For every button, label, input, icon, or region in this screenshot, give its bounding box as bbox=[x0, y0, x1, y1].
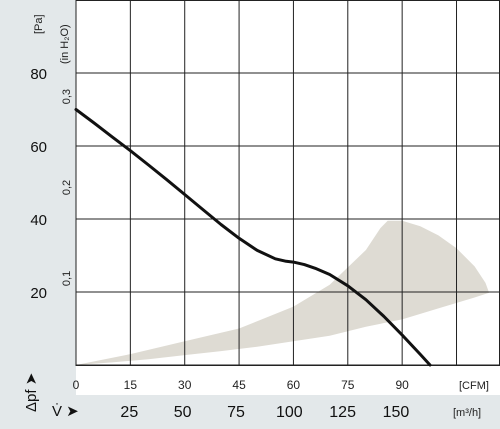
y-tick-label: 20 bbox=[30, 285, 47, 302]
x-tick-label: 45 bbox=[232, 378, 246, 392]
curve-layer bbox=[74, 108, 432, 367]
x-tick-label: 0 bbox=[73, 378, 80, 392]
performance-curve bbox=[74, 108, 432, 367]
y2-unit-label: (in H₂O) bbox=[59, 24, 71, 64]
y-symbol: Δpf ➤ bbox=[23, 373, 40, 412]
x2-unit-label: [m³/h] bbox=[453, 407, 481, 419]
y2-tick-label: 0,2 bbox=[61, 180, 73, 195]
x2-tick-label: 75 bbox=[227, 404, 245, 421]
operating-region-layer bbox=[76, 220, 490, 365]
x-unit-label: [CFM] bbox=[459, 380, 489, 392]
x2-tick-label: 50 bbox=[174, 404, 192, 421]
y2-tick-label: 0,3 bbox=[61, 89, 73, 104]
operating-region bbox=[76, 220, 490, 365]
x2-tick-label: 25 bbox=[120, 404, 138, 421]
x-tick-label: 15 bbox=[124, 378, 138, 392]
y-tick-label: 60 bbox=[30, 139, 47, 156]
y-tick-label: 40 bbox=[30, 212, 47, 229]
label-layer: 20 40 60 80 0,1 0,2 0,3 0 15 30 45 60 75 90 25 50 75 100 1… bbox=[30, 66, 409, 421]
x2-tick-label: 150 bbox=[383, 404, 410, 421]
x-tick-label: 75 bbox=[341, 378, 355, 392]
y2-tick-label: 0,1 bbox=[61, 271, 73, 286]
x-tick-label: 60 bbox=[287, 378, 301, 392]
left-axis-band bbox=[0, 0, 76, 429]
bottom-axis-band bbox=[0, 395, 500, 429]
x-tick-label: 30 bbox=[178, 378, 192, 392]
x2-tick-label: 125 bbox=[329, 404, 356, 421]
x2-symbol: V̇ ➤ bbox=[52, 403, 79, 420]
y-unit-label: [Pa] bbox=[33, 14, 45, 34]
x-tick-label: 90 bbox=[395, 378, 409, 392]
y-tick-label: 80 bbox=[30, 66, 47, 83]
x2-tick-label: 100 bbox=[276, 404, 303, 421]
